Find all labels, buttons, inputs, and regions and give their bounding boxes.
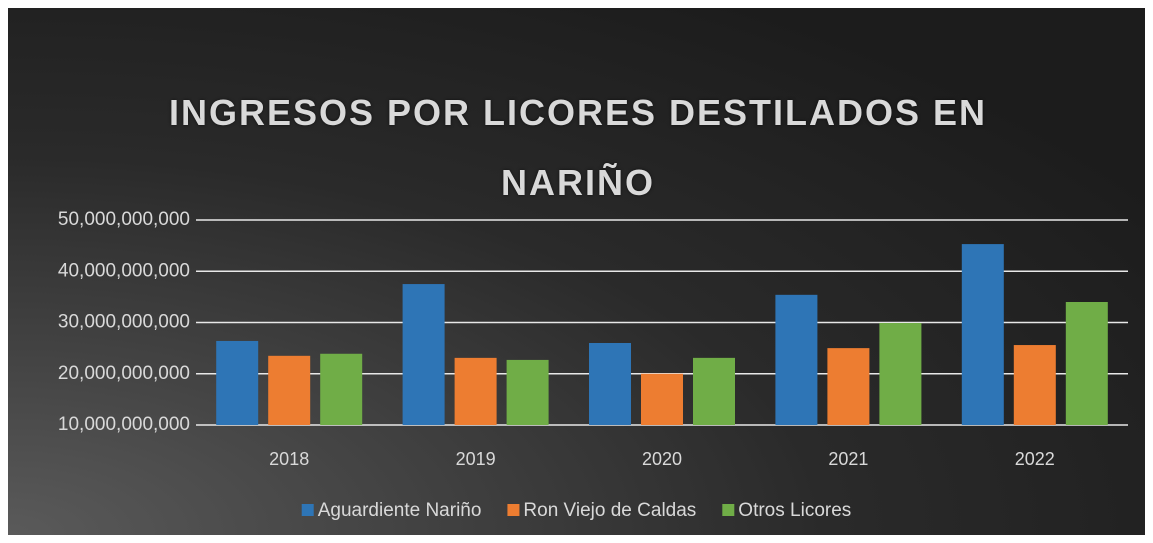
chart-frame: 10,000,000,000 20,000,000,000 30,000,000,0…	[8, 8, 1145, 535]
legend-swatch	[507, 504, 520, 516]
legend-label: Aguardiente Nariño	[318, 500, 482, 521]
bar	[1065, 302, 1108, 425]
bar	[268, 355, 311, 425]
y-tick-label: 40,000,000,000	[58, 260, 190, 281]
y-tick-label: 30,000,000,000	[58, 312, 190, 333]
x-tick-label: 2020	[642, 449, 682, 469]
bar	[454, 357, 497, 425]
legend-label: Otros Licores	[738, 500, 851, 521]
y-tick-label: 20,000,000,000	[58, 363, 190, 384]
legend-label: Ron Viejo de Caldas	[523, 500, 696, 521]
bar	[1013, 345, 1056, 425]
bar	[827, 348, 870, 425]
legend-swatch	[722, 504, 735, 516]
bar	[216, 340, 259, 425]
y-tick-label: 50,000,000,000	[58, 209, 190, 230]
chart-title: INGRESOS POR LICORES DESTILADOS EN NARIÑ…	[168, 92, 988, 203]
bar	[589, 343, 631, 425]
x-tick-label: 2021	[828, 449, 868, 469]
x-tick-label: 2022	[1015, 449, 1055, 469]
legend-swatch	[301, 504, 314, 516]
bar	[693, 357, 735, 425]
x-tick-label: 2018	[269, 449, 309, 469]
bar	[775, 294, 818, 425]
bar	[506, 359, 549, 425]
chart: 10,000,000,000 20,000,000,000 30,000,000,0…	[8, 8, 1145, 535]
bar	[879, 323, 922, 425]
x-tick-label: 2019	[456, 449, 496, 469]
bar	[320, 353, 363, 425]
bar	[641, 373, 683, 425]
bar	[961, 244, 1004, 425]
bar	[402, 284, 445, 425]
y-tick-label: 10,000,000,000	[58, 414, 190, 435]
